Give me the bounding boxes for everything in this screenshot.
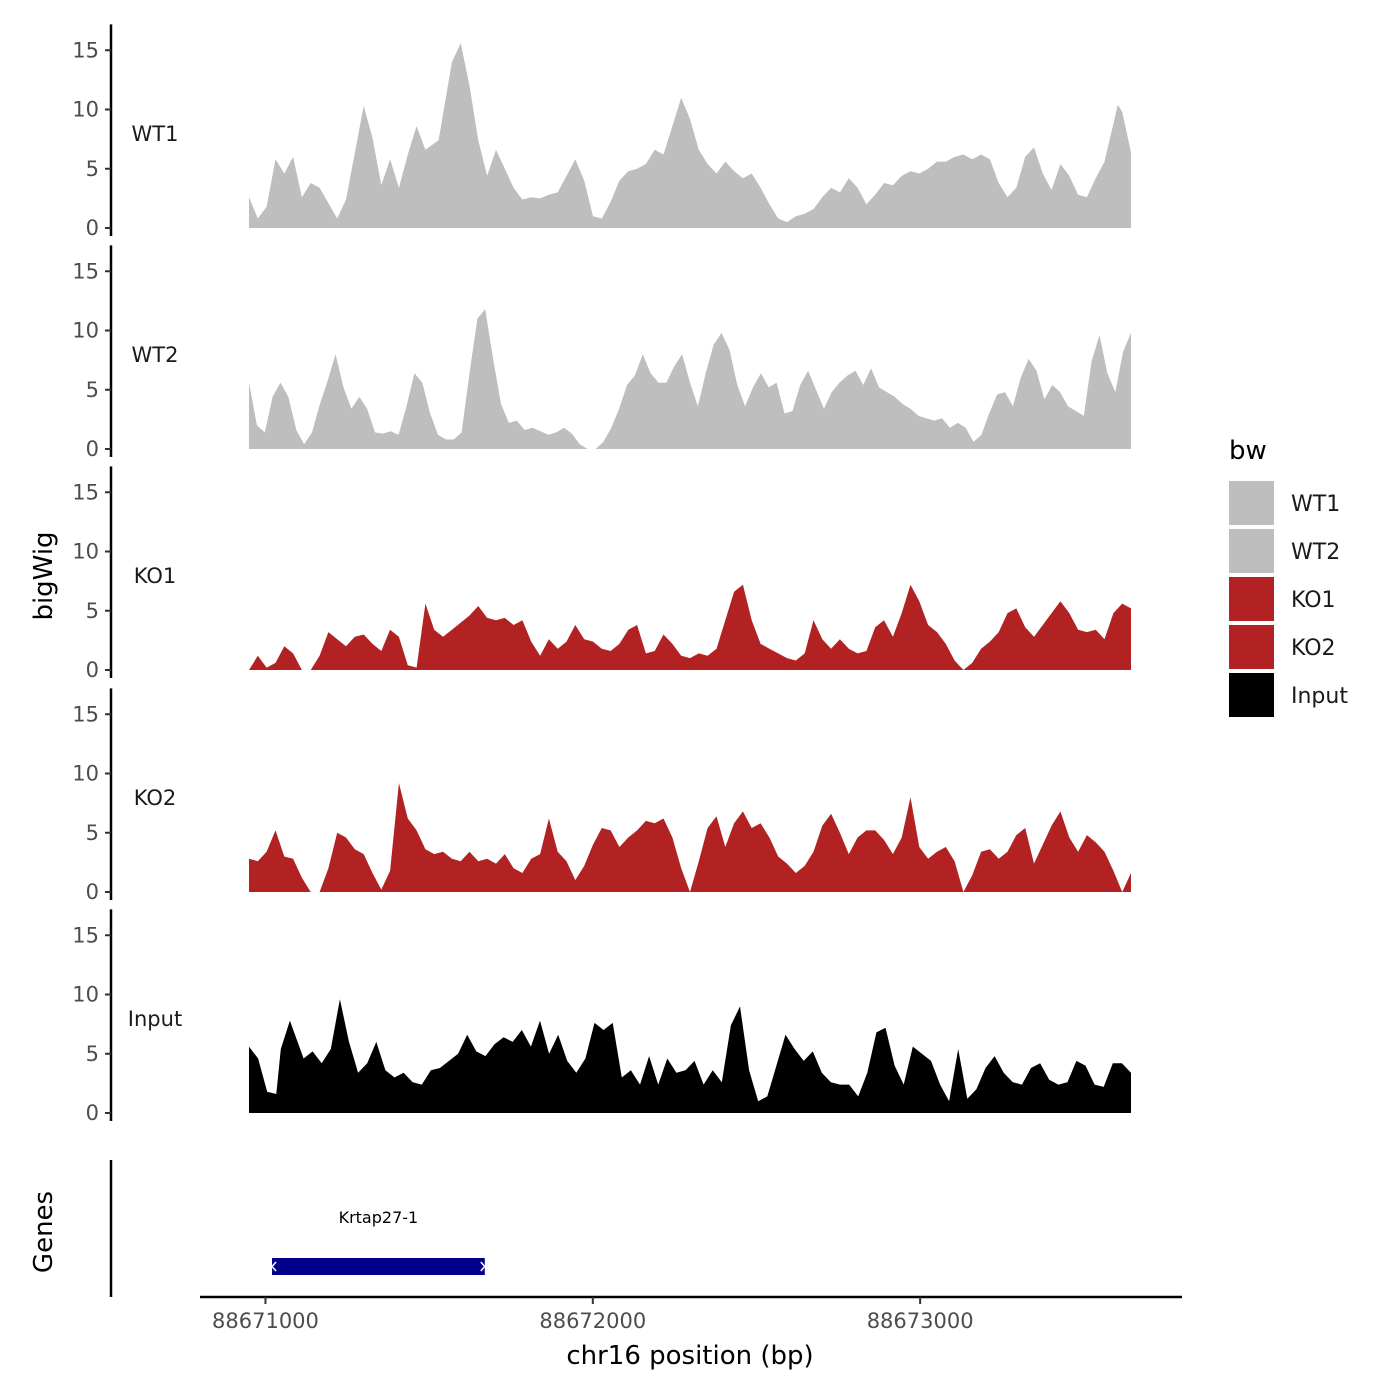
legend: bw WT1 WT2 KO1 KO2 Input <box>1229 436 1348 717</box>
strand-arrow-icon <box>480 1261 486 1272</box>
y-tick-label: 0 <box>86 216 99 240</box>
y-tick-label: 0 <box>86 658 99 682</box>
gene-label: Krtap27-1 <box>339 1208 419 1227</box>
track-label-ko1: KO1 <box>134 564 177 588</box>
y-tick-label: 5 <box>86 157 99 181</box>
track-wt2: 0 5 10 15 WT2 <box>72 245 1131 461</box>
signal-area-wt1 <box>249 43 1131 228</box>
y-tick-label: 10 <box>72 983 99 1007</box>
track-label-wt1: WT1 <box>132 122 179 146</box>
track-input: 0 5 10 15 Input <box>72 909 1131 1125</box>
y-tick-label: 0 <box>86 437 99 461</box>
gene-body <box>272 1258 485 1275</box>
y-tick-label: 10 <box>72 540 99 564</box>
track-label-input: Input <box>128 1007 182 1031</box>
track-wt1: 0 5 10 15 WT1 <box>72 24 1131 240</box>
x-tick-label: 88671000 <box>212 1309 319 1333</box>
y-tick-label: 0 <box>86 880 99 904</box>
track-ko2: 0 5 10 15 KO2 <box>72 688 1131 904</box>
y-tick-label: 5 <box>86 378 99 402</box>
legend-label-input: Input <box>1291 684 1348 709</box>
genes-track-title: Genes <box>29 1191 59 1273</box>
x-axis: 88671000 88672000 88673000 <box>200 1295 1182 1333</box>
y-tick-label: 5 <box>86 1042 99 1066</box>
legend-swatch-ko2 <box>1229 625 1274 669</box>
x-tick-label: 88673000 <box>867 1309 974 1333</box>
legend-label-wt2: WT2 <box>1291 540 1340 565</box>
x-axis-title: chr16 position (bp) <box>566 1341 813 1371</box>
legend-swatch-wt1 <box>1229 481 1274 525</box>
y-tick-label: 10 <box>72 762 99 786</box>
legend-title: bw <box>1229 436 1267 466</box>
y-tick-label: 10 <box>72 319 99 343</box>
gene-track: Krtap27-1 <box>109 1160 486 1297</box>
signal-area-wt2 <box>249 309 1131 449</box>
y-tick-label: 15 <box>72 923 99 947</box>
x-tick-label: 88672000 <box>539 1309 646 1333</box>
legend-label-wt1: WT1 <box>1291 492 1340 517</box>
legend-label-ko1: KO1 <box>1291 588 1336 613</box>
track-label-ko2: KO2 <box>134 786 177 810</box>
coverage-tracks: 0 5 10 15 WT1 0 5 10 15 WT2 0 5 10 15 KO1 0 5 10 15 KO2 0 5 10… <box>72 24 1131 1125</box>
y-tick-label: 0 <box>86 1101 99 1125</box>
y-tick-label: 5 <box>86 599 99 623</box>
y-tick-label: 15 <box>72 38 99 62</box>
y-tick-label: 15 <box>72 480 99 504</box>
legend-swatch-input <box>1229 673 1274 717</box>
legend-label-ko2: KO2 <box>1291 636 1336 661</box>
signal-area-input <box>249 999 1131 1113</box>
y-tick-label: 5 <box>86 821 99 845</box>
signal-area-ko1 <box>249 584 1131 670</box>
track-label-wt2: WT2 <box>132 343 179 367</box>
signal-area-ko2 <box>249 783 1131 892</box>
strand-arrow-icon <box>271 1261 277 1272</box>
y-tick-label: 15 <box>72 259 99 283</box>
track-ko1: 0 5 10 15 KO1 <box>72 466 1131 682</box>
legend-swatch-wt2 <box>1229 529 1274 573</box>
y-tick-label: 10 <box>72 98 99 122</box>
y-axis-title: bigWig <box>29 531 59 620</box>
legend-swatch-ko1 <box>1229 577 1274 621</box>
y-tick-label: 15 <box>72 702 99 726</box>
